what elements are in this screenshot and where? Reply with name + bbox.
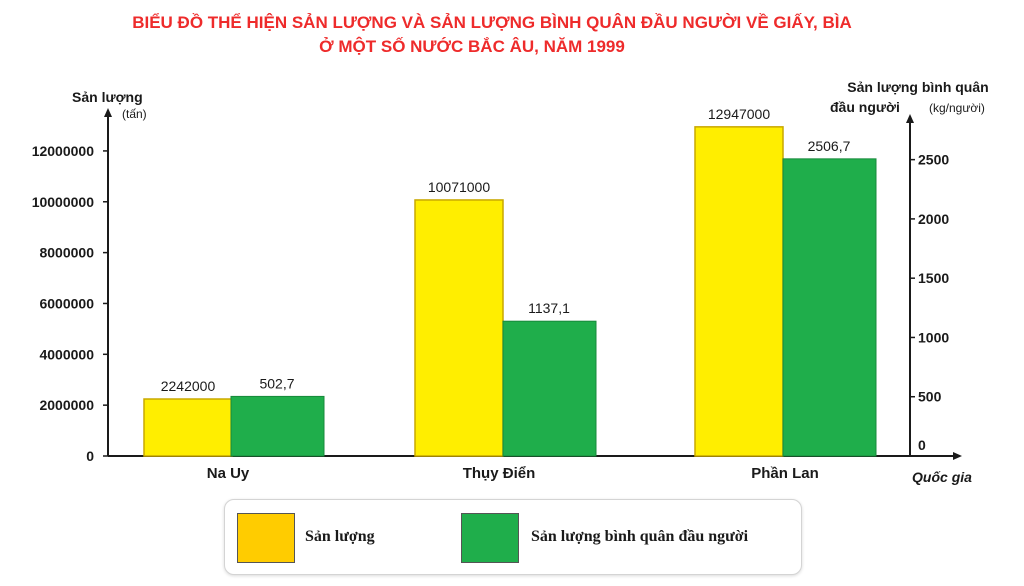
chart-title: BIỂU ĐỒ THỂ HIỆN SẢN LƯỢNG VÀ SẢN LƯỢNG … <box>132 13 852 32</box>
data-label-production: 12947000 <box>708 106 771 122</box>
right-tick-label: 500 <box>918 389 942 405</box>
category-label: Phần Lan <box>751 465 819 482</box>
left-axis-unit: (tấn) <box>122 107 147 121</box>
data-label-production: 10071000 <box>428 179 491 195</box>
bar-per-capita <box>502 320 597 457</box>
left-tick-label: 10000000 <box>32 194 95 210</box>
right-tick-label: 2500 <box>918 152 949 168</box>
right-axis-label-line1: Sản lượng bình quân <box>847 79 988 95</box>
right-axis-label-line2: đầu người <box>830 99 900 115</box>
data-label-per-capita: 2506,7 <box>808 138 851 154</box>
right-axis-unit: (kg/người) <box>929 101 985 115</box>
chart-subtitle: Ở MỘT SỐ NƯỚC BẮC ÂU, NĂM 1999 <box>319 36 625 56</box>
bar-production <box>694 126 784 457</box>
legend-label-production: Sản lượng <box>305 528 375 545</box>
bar-per-capita <box>230 395 325 457</box>
left-tick-label: 6000000 <box>39 295 94 311</box>
bar-production <box>414 199 504 457</box>
right-axis-ticks: 0 500 1000 1500 2000 2500 <box>910 152 949 457</box>
category-label: Na Uy <box>207 465 250 482</box>
legend-swatch-per-capita <box>461 513 519 563</box>
bar-per-capita <box>782 158 877 457</box>
left-tick-label: 8000000 <box>39 245 94 261</box>
legend-swatch-production <box>237 513 295 563</box>
category-labels: Na Uy Thụy Điển Phần Lan <box>207 465 819 482</box>
left-tick-label: 0 <box>86 448 94 464</box>
left-tick-label: 12000000 <box>32 143 95 159</box>
category-label: Thụy Điển <box>463 465 536 482</box>
legend-label-per-capita: Sản lượng bình quân đầu người <box>531 528 749 545</box>
right-tick-label: 1500 <box>918 270 949 286</box>
right-tick-label: 0 <box>918 437 926 453</box>
data-label-per-capita: 502,7 <box>259 375 294 391</box>
left-axis-ticks: 0 2000000 4000000 6000000 8000000 10000000 120… <box>32 143 108 464</box>
left-axis-label: Sản lượng <box>72 89 143 105</box>
x-axis-label: Quốc gia <box>912 469 972 485</box>
right-tick-label: 1000 <box>918 329 949 345</box>
right-tick-label: 2000 <box>918 211 949 227</box>
left-tick-label: 2000000 <box>39 397 94 413</box>
bar-production <box>143 398 233 457</box>
bars: 2242000 502,7 10071000 1137,1 12947000 2506,7 <box>143 106 877 457</box>
data-label-production: 2242000 <box>161 378 216 394</box>
left-tick-label: 4000000 <box>39 346 94 362</box>
legend: Sản lượng Sản lượng bình quân đầu người <box>224 499 802 575</box>
data-label-per-capita: 1137,1 <box>528 300 570 316</box>
